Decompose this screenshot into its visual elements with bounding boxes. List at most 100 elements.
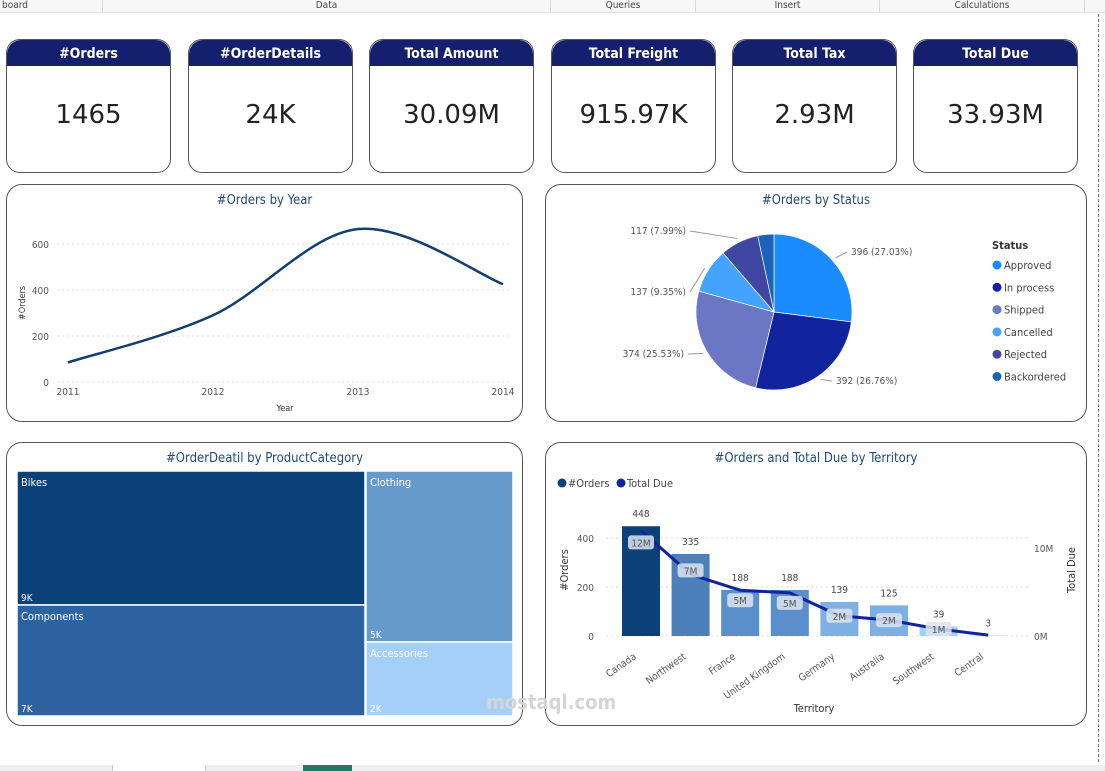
kpi-card[interactable]: Total Tax 2.93M — [732, 39, 897, 173]
kpi-card[interactable]: #Orders 1465 — [6, 39, 171, 173]
kpi-title: Total Due — [914, 40, 1077, 66]
ribbon-group-insert[interactable]: Insert — [696, 0, 880, 12]
chart-title: #Orders by Status — [761, 193, 871, 208]
x-tick-label: Northwest — [644, 651, 689, 687]
line-data-label: 2M — [833, 612, 847, 623]
orders-by-status-panel[interactable]: #Orders by Status 396 (27.03%) Approved 39… — [545, 184, 1087, 422]
ribbon-group-calculations[interactable]: Calculations — [880, 0, 1085, 12]
kpi-title: Total Freight — [552, 40, 715, 66]
pie-chart: 396 (27.03%) Approved 392 (26.76%) In proce… — [623, 226, 1066, 391]
y-tick-label: 200 — [32, 332, 49, 343]
treemap-tile-accessories — [365, 641, 514, 717]
x-axis-title: Year — [275, 404, 294, 414]
treemap-tile-clothing — [365, 470, 514, 643]
tile-name: Clothing — [370, 476, 411, 489]
legend-marker — [992, 282, 1002, 292]
ribbon-group-queries[interactable]: Queries — [551, 0, 696, 12]
bar-data-label: 39 — [933, 609, 945, 620]
chart-title: #Orders by Year — [216, 193, 313, 208]
line-label-bg — [628, 535, 654, 550]
y-tick-label: 200 — [577, 583, 594, 594]
leader-line — [835, 251, 848, 259]
line-data-label: 5M — [733, 596, 747, 607]
kpi-value: 915.97K — [579, 100, 688, 130]
x-tick-label: Canada — [604, 651, 638, 680]
legend-marker — [992, 349, 1002, 359]
line-data-label: 2M — [882, 616, 896, 627]
page-tab[interactable] — [112, 765, 206, 771]
treemap-panel[interactable]: #OrderDeatil by ProductCategory Bikes 9K C… — [6, 442, 523, 726]
x-tick-label: Southwest — [891, 651, 936, 687]
orders-by-year-panel[interactable]: #Orders by Year 0 200 400 600 2011 2012 2013 20… — [6, 184, 523, 422]
legend-item: Cancelled — [1004, 326, 1053, 339]
y-tick-label: 0 — [43, 378, 49, 389]
treemap-chart: Bikes 9K Components 7K Clothing 5K Accessories… — [16, 470, 514, 717]
bar-central — [969, 635, 1008, 636]
y-tick-label: 600 — [32, 240, 49, 251]
tile-value: 2K — [370, 704, 383, 715]
kpi-title: Total Tax — [733, 40, 896, 66]
orders-line — [67, 227, 504, 364]
leader-line — [689, 267, 706, 293]
x-tick-label: 2014 — [492, 387, 515, 398]
data-label: 137 (9.35%) — [630, 287, 686, 298]
legend-item: In process — [1004, 281, 1054, 294]
kpi-title: #Orders — [7, 40, 170, 66]
bar-data-label: 188 — [732, 573, 749, 584]
line-data-label: 7M — [684, 566, 698, 577]
tile-value: 7K — [21, 704, 34, 715]
leader-line — [820, 379, 833, 382]
y-tick-label: 400 — [577, 534, 594, 545]
tile-value: 9K — [21, 593, 34, 604]
treemap-tile-components — [16, 604, 366, 717]
kpi-value: 24K — [245, 100, 296, 130]
page-boundary — [1098, 14, 1099, 762]
ribbon-group-clipboard[interactable]: board — [0, 0, 103, 12]
page-tab-active[interactable] — [303, 765, 352, 771]
legend-marker — [992, 260, 1002, 270]
tile-name: Accessories — [370, 647, 428, 660]
tile-name: Bikes — [21, 476, 47, 489]
legend-item: Approved — [1004, 259, 1051, 272]
kpi-value: 2.93M — [774, 100, 855, 130]
legend-marker — [557, 478, 567, 488]
legend-item: Shipped — [1004, 304, 1044, 317]
bar-data-label: 188 — [781, 573, 798, 584]
legend-item: Total Due — [626, 477, 673, 490]
pie-slice-in-process — [755, 311, 852, 391]
kpi-card[interactable]: Total Amount 30.09M — [369, 39, 534, 173]
line-data-label: 5M — [783, 599, 797, 610]
x-tick-label: Central — [953, 651, 986, 679]
chart-title: #OrderDeatil by ProductCategory — [165, 451, 363, 466]
ribbon-group-data[interactable]: Data — [103, 0, 551, 12]
legend-marker — [992, 305, 1002, 315]
bar-data-label: 448 — [632, 509, 649, 520]
line-label-bg — [925, 621, 952, 636]
x-tick-label: France — [707, 651, 738, 677]
line-data-label: 12M — [631, 538, 650, 549]
legend-item: Rejected — [1004, 348, 1047, 361]
legend-marker — [992, 372, 1002, 381]
legend-marker — [616, 478, 626, 488]
ribbon: board Data Queries Insert Calculations — [0, 0, 1105, 13]
data-label: 374 (25.53%) — [623, 349, 684, 360]
line-label-bg — [826, 608, 853, 623]
line-data-label: 1M — [932, 625, 946, 636]
y2-tick-label: 0M — [1034, 632, 1048, 643]
watermark: mostaql.com — [486, 690, 617, 714]
x-tick-label: 2011 — [57, 387, 80, 398]
x-axis-title: Territory — [793, 702, 835, 715]
data-label: 392 (26.76%) — [836, 376, 897, 387]
tile-name: Components — [21, 610, 84, 623]
kpi-title: #OrderDetails — [189, 40, 352, 66]
x-tick-label: 2012 — [202, 387, 225, 398]
territory-panel[interactable]: #Orders and Total Due by Territory 0 200 4… — [545, 442, 1087, 726]
leader-line — [689, 230, 738, 240]
kpi-card[interactable]: Total Due 33.93M — [913, 39, 1078, 173]
y2-tick-label: 10M — [1034, 544, 1053, 555]
line-label-bg — [876, 613, 902, 628]
line-chart: 0 200 400 600 2011 2012 2013 2014 Year #Orders — [18, 227, 515, 414]
pie-slice-approved — [773, 233, 853, 323]
kpi-card[interactable]: #OrderDetails 24K — [188, 39, 353, 173]
kpi-card[interactable]: Total Freight 915.97K — [551, 39, 716, 173]
